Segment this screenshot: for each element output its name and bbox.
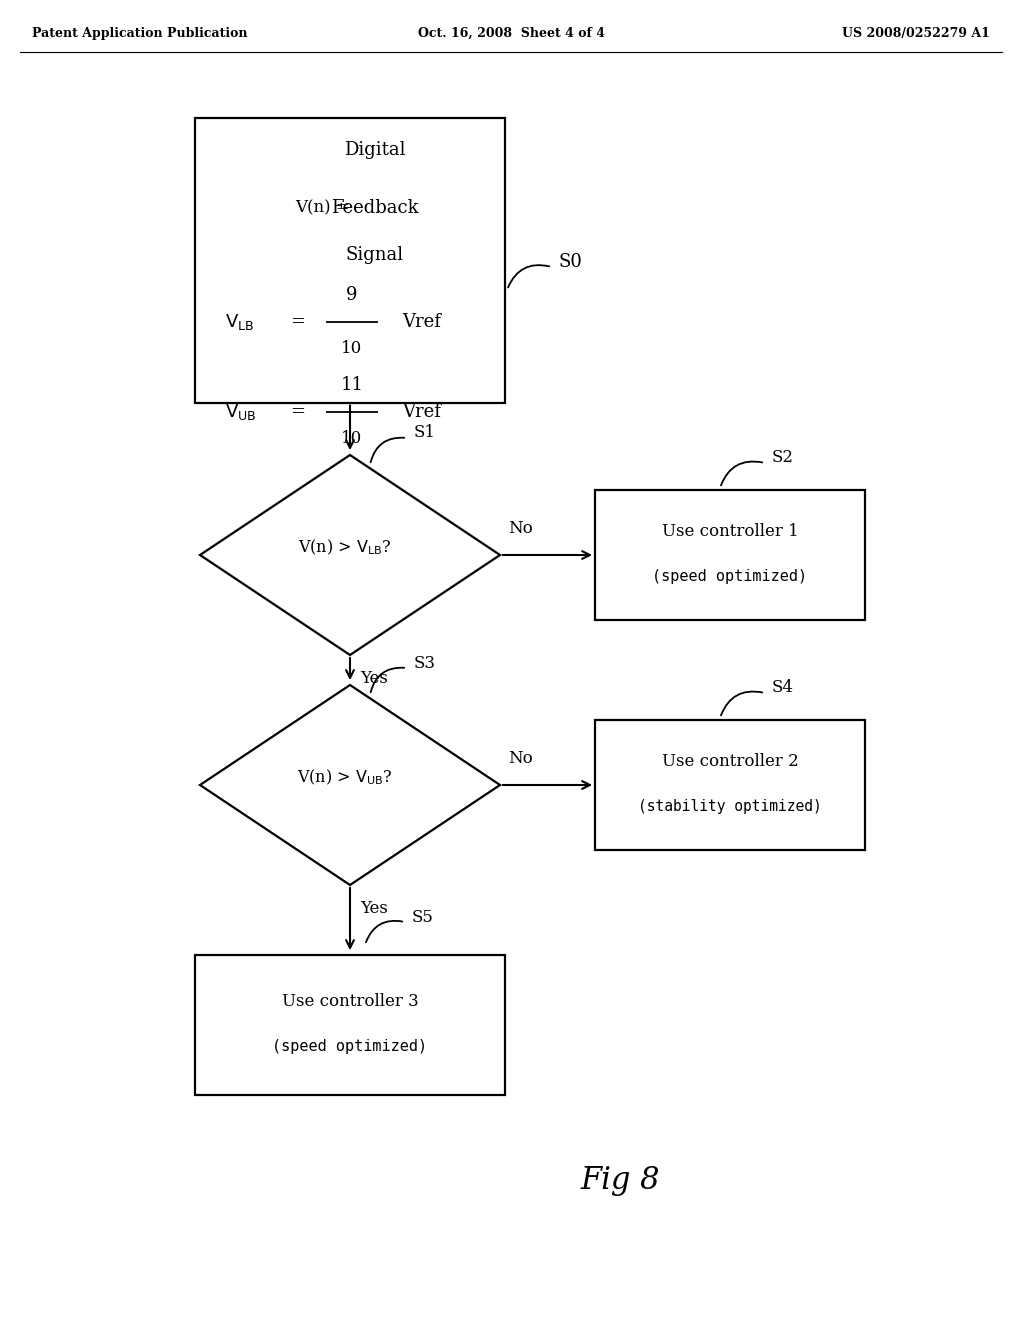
Text: No: No <box>508 750 532 767</box>
Text: Oct. 16, 2008  Sheet 4 of 4: Oct. 16, 2008 Sheet 4 of 4 <box>419 26 605 40</box>
Text: (speed optimized): (speed optimized) <box>272 1040 428 1055</box>
Polygon shape <box>200 455 500 655</box>
Text: S2: S2 <box>772 450 794 466</box>
Text: V(n) =: V(n) = <box>295 199 350 216</box>
Text: Use controller 3: Use controller 3 <box>282 994 419 1011</box>
Text: =: = <box>291 403 305 421</box>
FancyBboxPatch shape <box>195 117 505 403</box>
Text: S1: S1 <box>414 425 436 441</box>
Polygon shape <box>200 685 500 884</box>
Text: V(n) > $\mathrm{V_{LB}}$?: V(n) > $\mathrm{V_{LB}}$? <box>298 537 392 557</box>
Text: Fig 8: Fig 8 <box>581 1164 659 1196</box>
Text: 11: 11 <box>341 376 364 393</box>
Text: =: = <box>291 313 305 331</box>
FancyBboxPatch shape <box>595 719 865 850</box>
Text: No: No <box>508 520 532 537</box>
Text: Vref: Vref <box>402 403 441 421</box>
FancyBboxPatch shape <box>595 490 865 620</box>
Text: Vref: Vref <box>402 313 441 331</box>
Text: US 2008/0252279 A1: US 2008/0252279 A1 <box>842 26 990 40</box>
Text: Digital: Digital <box>344 141 406 158</box>
Text: 10: 10 <box>341 430 362 447</box>
Text: S5: S5 <box>412 908 434 925</box>
Text: Feedback: Feedback <box>331 199 419 216</box>
Text: $\mathrm{V_{LB}}$: $\mathrm{V_{LB}}$ <box>225 312 254 333</box>
Text: (speed optimized): (speed optimized) <box>652 569 808 585</box>
FancyBboxPatch shape <box>195 954 505 1096</box>
Text: $\mathrm{V_{UB}}$: $\mathrm{V_{UB}}$ <box>225 403 256 422</box>
Text: (stability optimized): (stability optimized) <box>638 800 822 814</box>
Text: 9: 9 <box>346 286 357 304</box>
Text: Patent Application Publication: Patent Application Publication <box>32 26 248 40</box>
Text: Yes: Yes <box>360 900 388 917</box>
Text: 10: 10 <box>341 341 362 356</box>
Text: V(n) > $\mathrm{V_{UB}}$?: V(n) > $\mathrm{V_{UB}}$? <box>297 767 392 787</box>
Text: Use controller 1: Use controller 1 <box>662 524 799 540</box>
Text: S4: S4 <box>772 680 794 697</box>
Text: S3: S3 <box>414 655 436 672</box>
Text: S0: S0 <box>559 253 583 271</box>
Text: Use controller 2: Use controller 2 <box>662 754 799 771</box>
Text: Signal: Signal <box>346 246 404 264</box>
Text: Yes: Yes <box>360 671 388 686</box>
